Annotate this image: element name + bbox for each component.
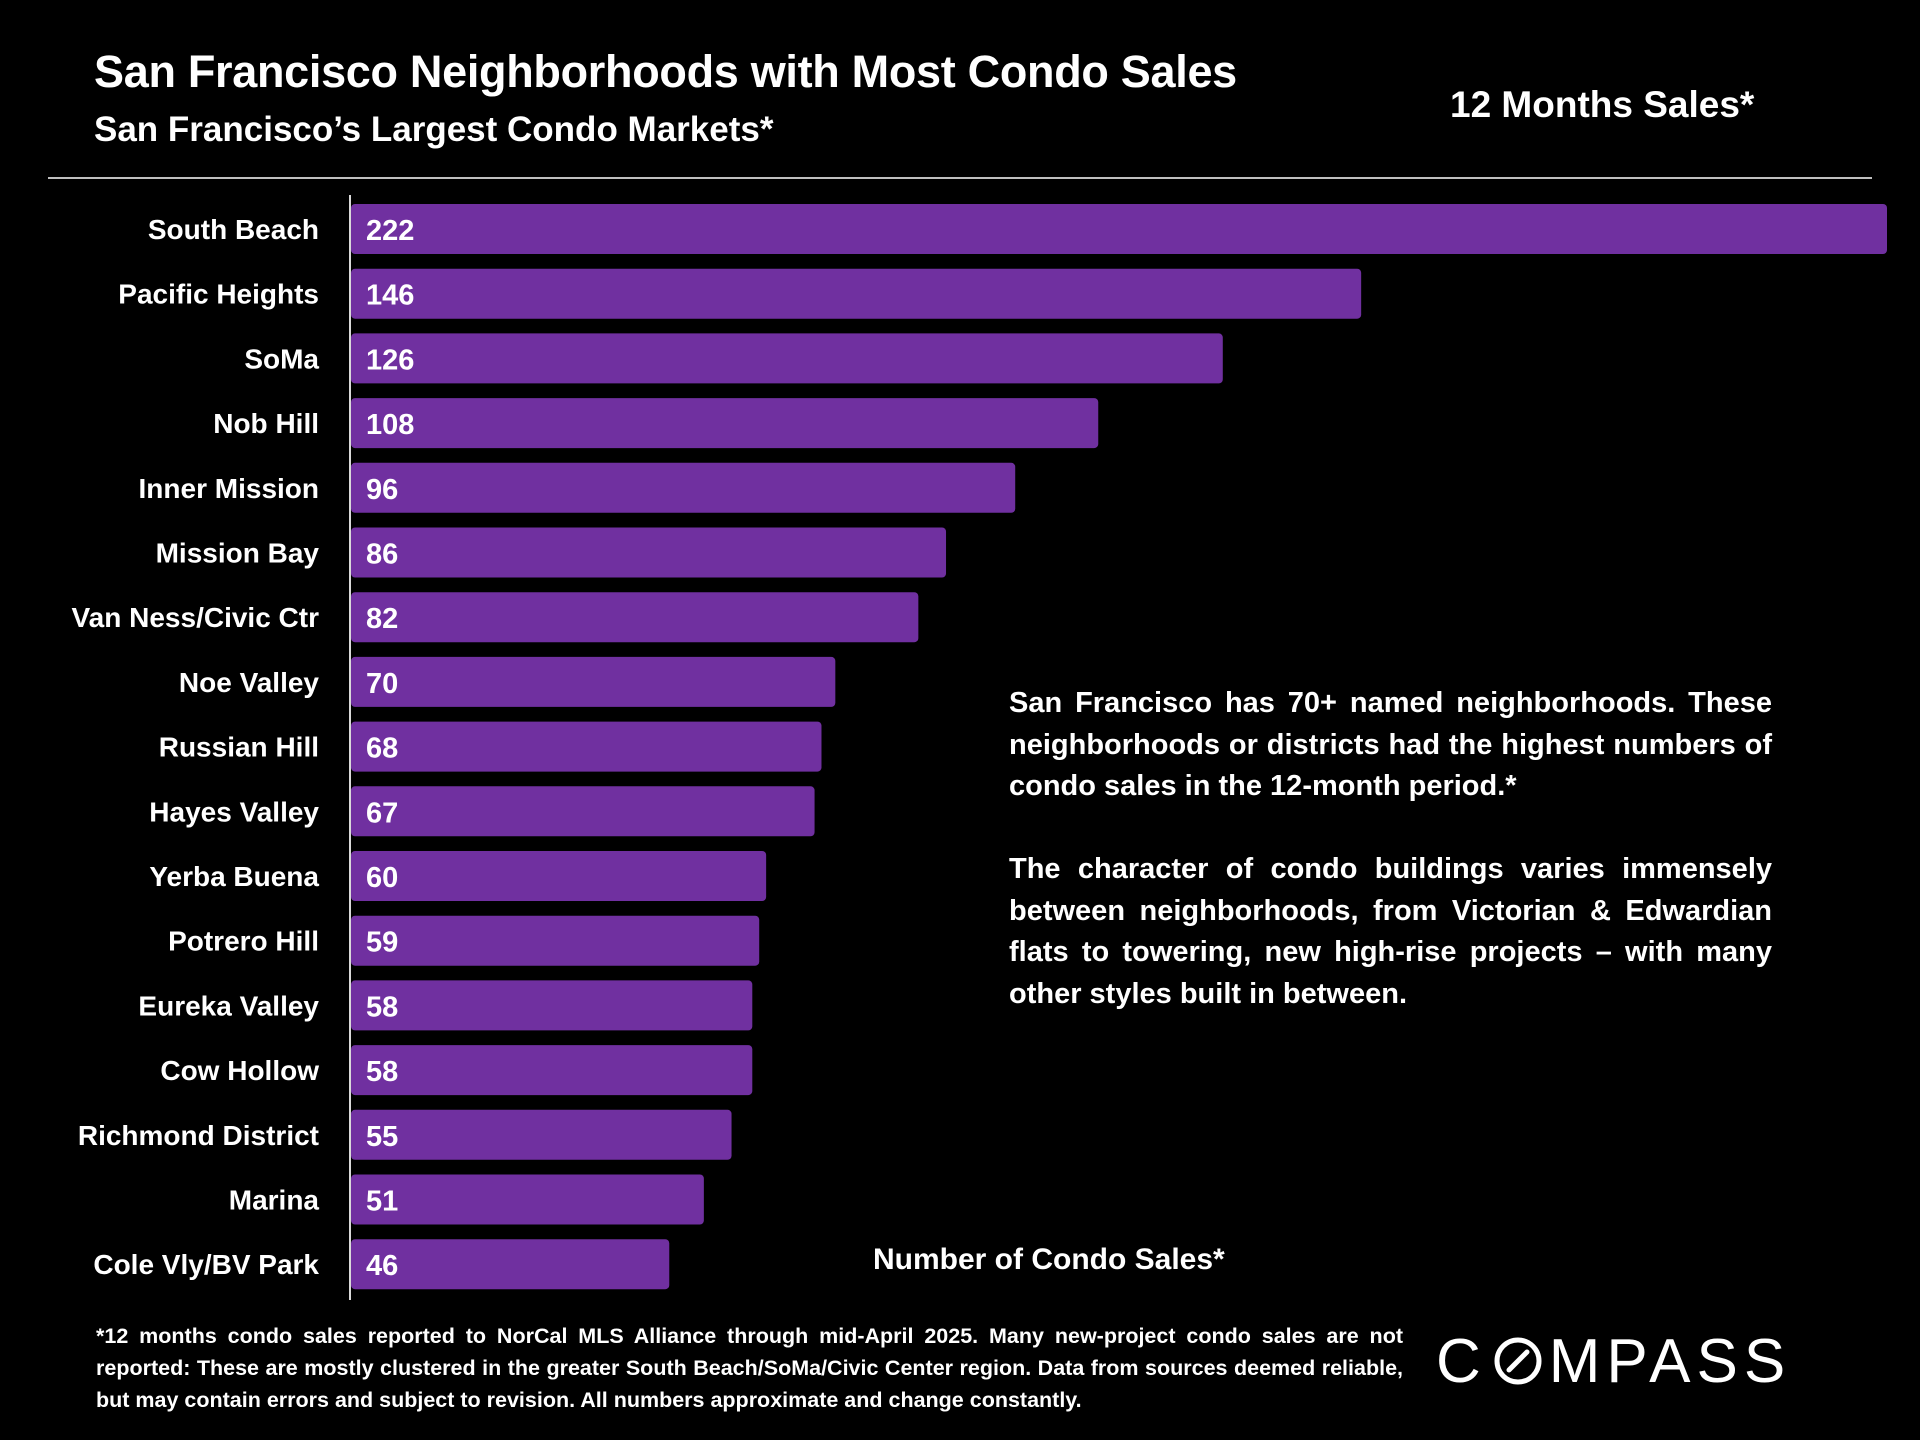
category-label: Mission Bay: [156, 538, 320, 569]
period-label: 12 Months Sales*: [1450, 84, 1755, 125]
bar: [351, 333, 1223, 384]
category-label: Yerba Buena: [149, 861, 319, 892]
bar: [351, 592, 919, 643]
bar: [351, 527, 947, 578]
bar: [351, 980, 753, 1031]
bar: [351, 851, 767, 901]
data-label: 58: [366, 1056, 398, 1088]
bar: [351, 786, 815, 837]
bar-chart: South Beach 222 Pacific Heights 146 SoMa 126 N…: [72, 195, 1887, 1300]
category-label: Hayes Valley: [149, 796, 319, 827]
category-label: Russian Hill: [159, 732, 319, 763]
chart-subtitle: San Francisco’s Largest Condo Markets*: [94, 110, 774, 149]
data-label: 126: [366, 344, 414, 376]
category-label: Cow Hollow: [160, 1055, 319, 1086]
bar: [351, 1045, 753, 1096]
data-label: 146: [366, 280, 414, 312]
category-label: Cole Vly/BV Park: [93, 1249, 319, 1280]
data-label: 82: [366, 603, 398, 635]
description-paragraph-2: The character of condo buildings varies …: [1009, 853, 1772, 1010]
header-divider: [48, 177, 1872, 179]
category-label: Van Ness/Civic Ctr: [72, 602, 320, 633]
data-label: 96: [366, 474, 398, 506]
category-label: Noe Valley: [179, 667, 320, 698]
data-label: 51: [366, 1186, 398, 1218]
chart-title: San Francisco Neighborhoods with Most Co…: [94, 46, 1237, 97]
footnote: *12 months condo sales reported to NorCa…: [96, 1324, 1403, 1412]
category-label: Richmond District: [78, 1120, 319, 1151]
bar: [351, 721, 822, 772]
compass-logo: C MPASS: [1436, 1326, 1792, 1396]
logo-letters-mpass: MPASS: [1548, 1326, 1792, 1396]
data-label: 59: [366, 927, 398, 959]
bar: [351, 915, 760, 966]
bar: [351, 1174, 704, 1225]
category-label: Pacific Heights: [118, 279, 319, 310]
logo-letter-c: C: [1436, 1326, 1487, 1396]
category-label: Inner Mission: [139, 473, 319, 504]
data-label: 222: [366, 215, 414, 247]
bar: [351, 656, 836, 707]
bar: [351, 462, 1016, 513]
data-label: 60: [366, 862, 398, 894]
data-label: 68: [366, 733, 398, 765]
category-label: South Beach: [148, 214, 319, 245]
data-label: 108: [366, 409, 414, 441]
data-label: 58: [366, 991, 398, 1023]
data-label: 46: [366, 1250, 398, 1282]
x-axis-title: Number of Condo Sales*: [873, 1243, 1225, 1276]
description-paragraph-1: San Francisco has 70+ named neighborhood…: [1009, 687, 1772, 802]
bar: [351, 1239, 670, 1290]
bar: [351, 1109, 732, 1160]
data-label: 67: [366, 797, 398, 829]
category-label: Potrero Hill: [168, 926, 319, 957]
category-label: Marina: [229, 1185, 320, 1216]
bar: [351, 398, 1099, 449]
data-label: 55: [366, 1121, 398, 1153]
category-label: Nob Hill: [213, 408, 319, 439]
bar: [351, 204, 1887, 254]
logo-o-mark-icon: [1494, 1337, 1542, 1385]
data-label: 70: [366, 668, 398, 700]
category-label: SoMa: [244, 343, 319, 374]
bar: [351, 268, 1362, 319]
category-label: Eureka Valley: [138, 990, 319, 1021]
data-label: 86: [366, 539, 398, 571]
